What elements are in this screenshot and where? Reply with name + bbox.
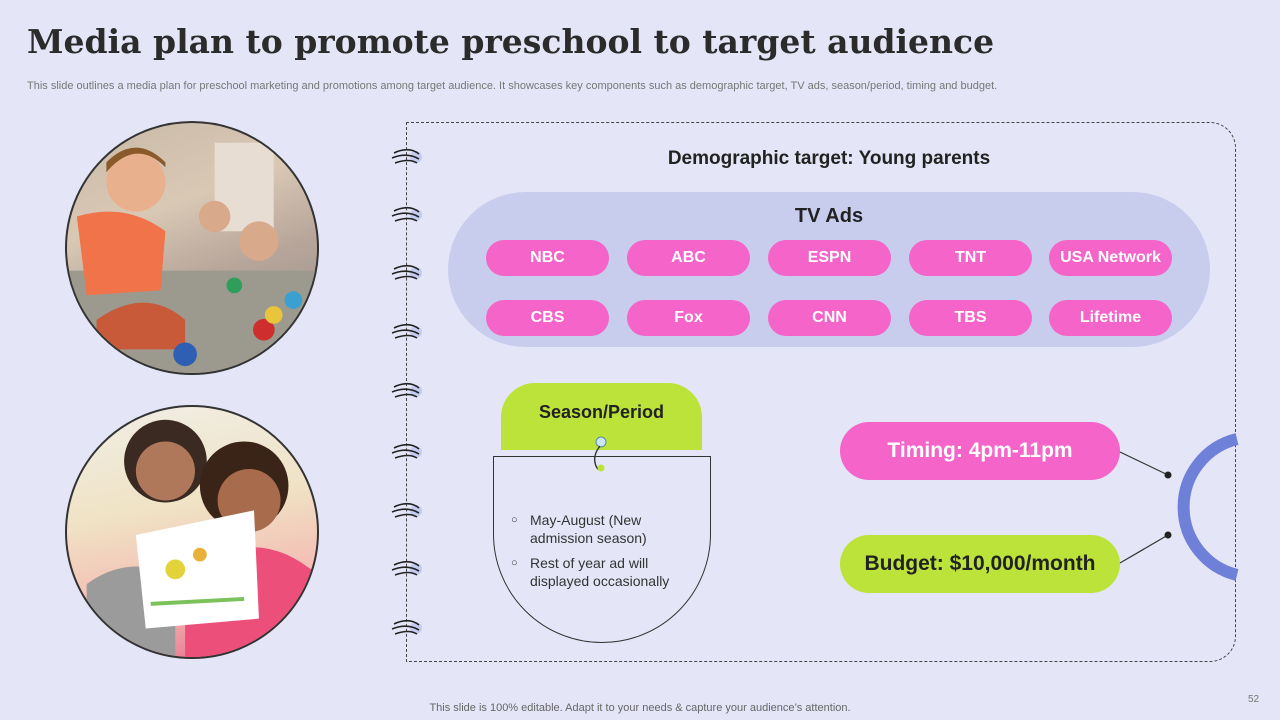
budget-pill: Budget: $10,000/month [840, 535, 1120, 593]
channel-pill: TBS [909, 300, 1032, 336]
spiral-ring-icon [389, 617, 429, 639]
spiral-ring-icon [389, 321, 429, 343]
slide-title: Media plan to promote preschool to targe… [27, 22, 995, 61]
spiral-ring-icon [389, 146, 429, 168]
boy-playing-with-toys-photo [65, 121, 319, 375]
channel-pill: ESPN [768, 240, 891, 276]
channel-pill: ABC [627, 240, 750, 276]
slide-footer: This slide is 100% editable. Adapt it to… [429, 702, 851, 714]
channel-pill: Fox [627, 300, 750, 336]
tv-ads-heading: TV Ads [794, 205, 864, 227]
spiral-ring-icon [389, 441, 429, 463]
spiral-ring-icon [389, 558, 429, 580]
season-bullet: ○ May-August (New admission season) [511, 511, 691, 547]
channel-pill: USA Network [1049, 240, 1172, 276]
notebook-frame [406, 122, 1236, 662]
season-bullet: ○ Rest of year ad will displayed occasio… [511, 554, 691, 590]
channel-pill: Lifetime [1049, 300, 1172, 336]
season-bullet-text: Rest of year ad will displayed occasiona… [530, 555, 670, 589]
channel-pill: CBS [486, 300, 609, 336]
channel-pill: TNT [909, 240, 1032, 276]
spiral-ring-icon [389, 262, 429, 284]
spiral-ring-icon [389, 204, 429, 226]
timing-pill: Timing: 4pm-11pm [840, 422, 1120, 480]
spiral-ring-icon [389, 380, 429, 402]
bullet-circle-icon: ○ [511, 514, 518, 526]
season-bullet-text: May-August (New admission season) [530, 512, 647, 546]
demographic-target-heading: Demographic target: Young parents [667, 148, 991, 169]
spiral-ring-icon [389, 500, 429, 522]
season-period-pocket [493, 456, 711, 643]
slide-subtitle: This slide outlines a media plan for pre… [27, 80, 998, 92]
page-number: 52 [1248, 694, 1260, 705]
connector-arc [1119, 433, 1239, 581]
pin-icon [593, 436, 607, 472]
season-period-heading: Season/Period [538, 402, 665, 422]
channel-pill: NBC [486, 240, 609, 276]
bullet-circle-icon: ○ [511, 557, 518, 569]
girl-with-drawing-photo [65, 405, 319, 659]
channel-pill: CNN [768, 300, 891, 336]
